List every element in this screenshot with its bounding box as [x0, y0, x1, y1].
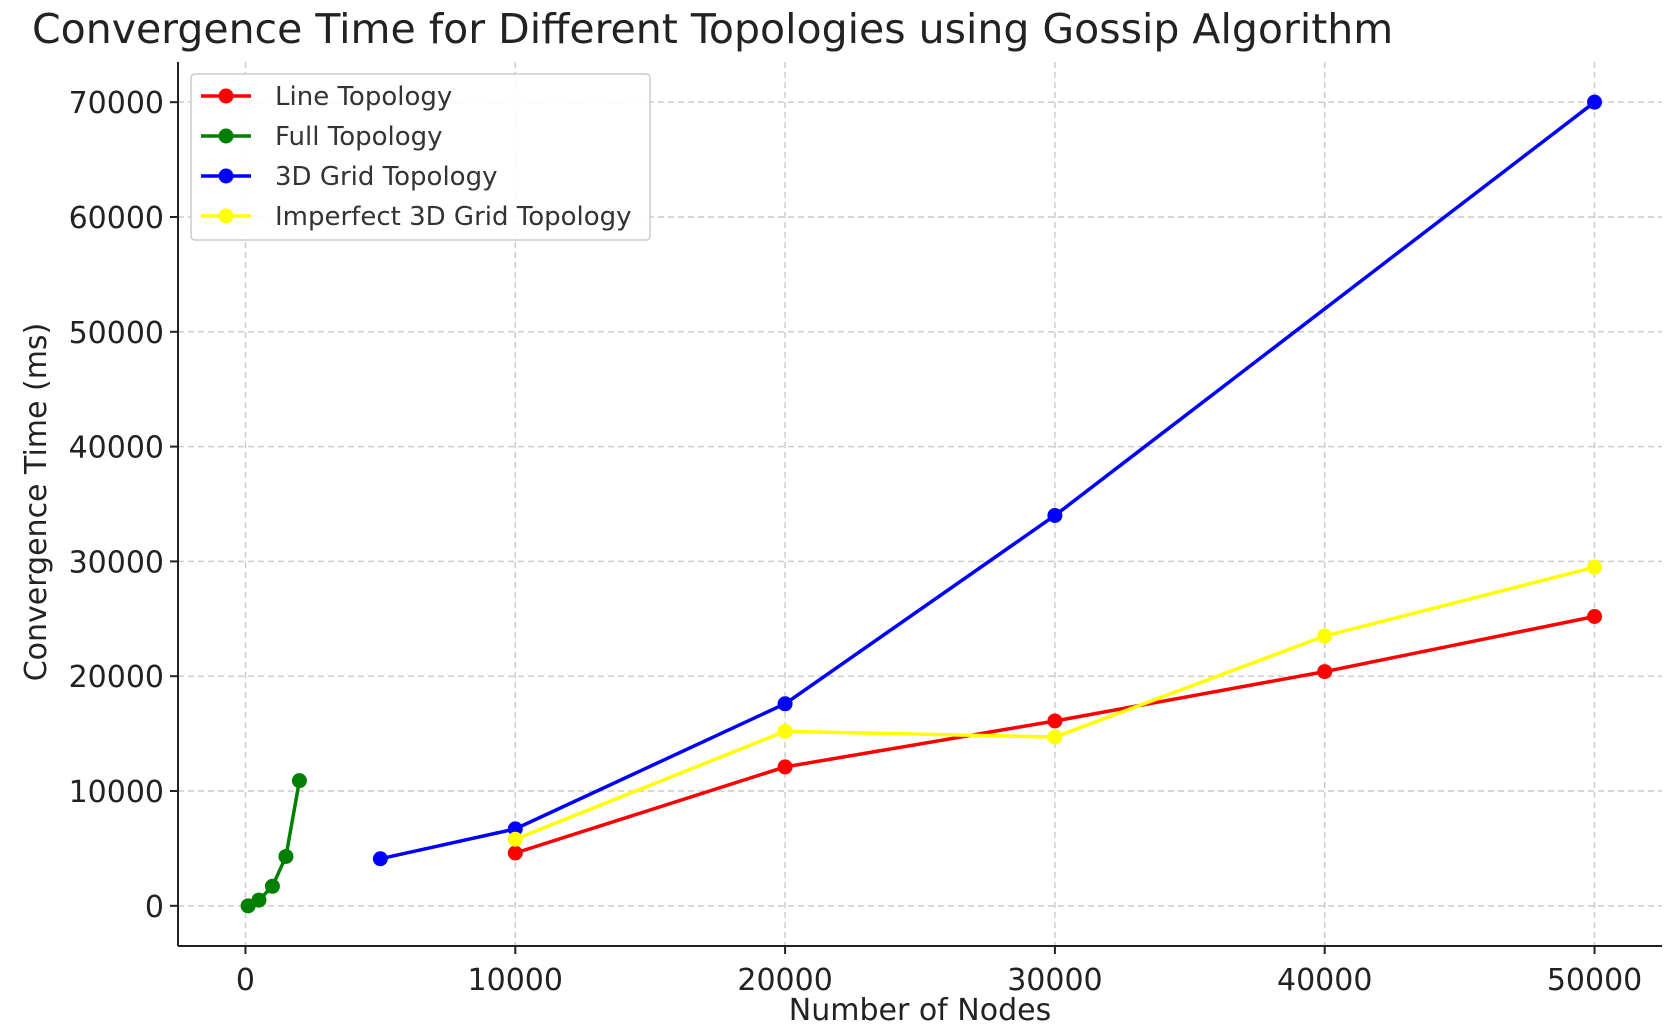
- data-point-imperfect-3d-grid-topology: [777, 723, 793, 739]
- data-point-line-topology: [1587, 609, 1603, 625]
- data-point-3d-grid-topology: [1047, 507, 1063, 523]
- series-layer: [240, 94, 1603, 914]
- y-tick-label: 30000: [69, 545, 164, 580]
- legend-label-full-topology: Full Topology: [275, 122, 443, 152]
- data-point-full-topology: [251, 892, 267, 908]
- axes: [177, 62, 1662, 947]
- grid: [178, 62, 1662, 946]
- legend-marker-full-topology: [218, 128, 234, 144]
- y-tick-label: 20000: [69, 660, 164, 695]
- x-tick-label: 50000: [1547, 963, 1642, 998]
- data-point-line-topology: [1317, 664, 1333, 680]
- data-point-line-topology: [777, 759, 793, 775]
- legend-marker-imperfect-3d-grid-topology: [218, 208, 234, 224]
- data-point-3d-grid-topology: [372, 851, 388, 867]
- data-point-full-topology: [278, 848, 294, 864]
- data-point-imperfect-3d-grid-topology: [1047, 729, 1063, 745]
- x-axis-label: Number of Nodes: [789, 993, 1051, 1026]
- data-point-3d-grid-topology: [507, 821, 523, 837]
- y-tick-label: 0: [145, 890, 164, 925]
- chart-title: Convergence Time for Different Topologie…: [32, 5, 1393, 53]
- data-point-imperfect-3d-grid-topology: [507, 831, 523, 847]
- y-tick-label: 70000: [69, 86, 164, 121]
- ticks: 0 10000 20000 30000 40000 50000 0 10000 20000 300…: [69, 86, 1643, 998]
- y-tick-label: 60000: [69, 201, 164, 236]
- y-axis-label: Convergence Time (ms): [19, 323, 54, 682]
- legend-label-imperfect-3d-grid-topology: Imperfect 3D Grid Topology: [275, 202, 632, 232]
- legend-label-line-topology: Line Topology: [275, 82, 452, 112]
- legend-marker-line-topology: [218, 88, 234, 104]
- data-point-3d-grid-topology: [1587, 94, 1603, 110]
- data-point-full-topology: [291, 773, 307, 789]
- data-point-imperfect-3d-grid-topology: [1587, 559, 1603, 575]
- x-tick-label: 30000: [1007, 963, 1102, 998]
- data-point-full-topology: [264, 878, 280, 894]
- legend-marker-3d-grid-topology: [218, 168, 234, 184]
- legend-box: [190, 73, 651, 241]
- legend: Line Topology Full Topology 3D Grid Topolo…: [190, 73, 651, 241]
- data-point-line-topology: [1047, 713, 1063, 729]
- data-point-line-topology: [507, 845, 523, 861]
- legend-label-3d-grid-topology: 3D Grid Topology: [275, 162, 497, 192]
- x-tick-label: 10000: [468, 963, 563, 998]
- y-tick-label: 50000: [69, 316, 164, 351]
- y-tick-label: 10000: [69, 775, 164, 810]
- data-point-3d-grid-topology: [777, 696, 793, 712]
- x-tick-label: 0: [236, 963, 255, 998]
- data-point-imperfect-3d-grid-topology: [1317, 628, 1333, 644]
- x-tick-label: 40000: [1277, 963, 1372, 998]
- x-tick-label: 20000: [737, 963, 832, 998]
- y-tick-label: 40000: [69, 431, 164, 466]
